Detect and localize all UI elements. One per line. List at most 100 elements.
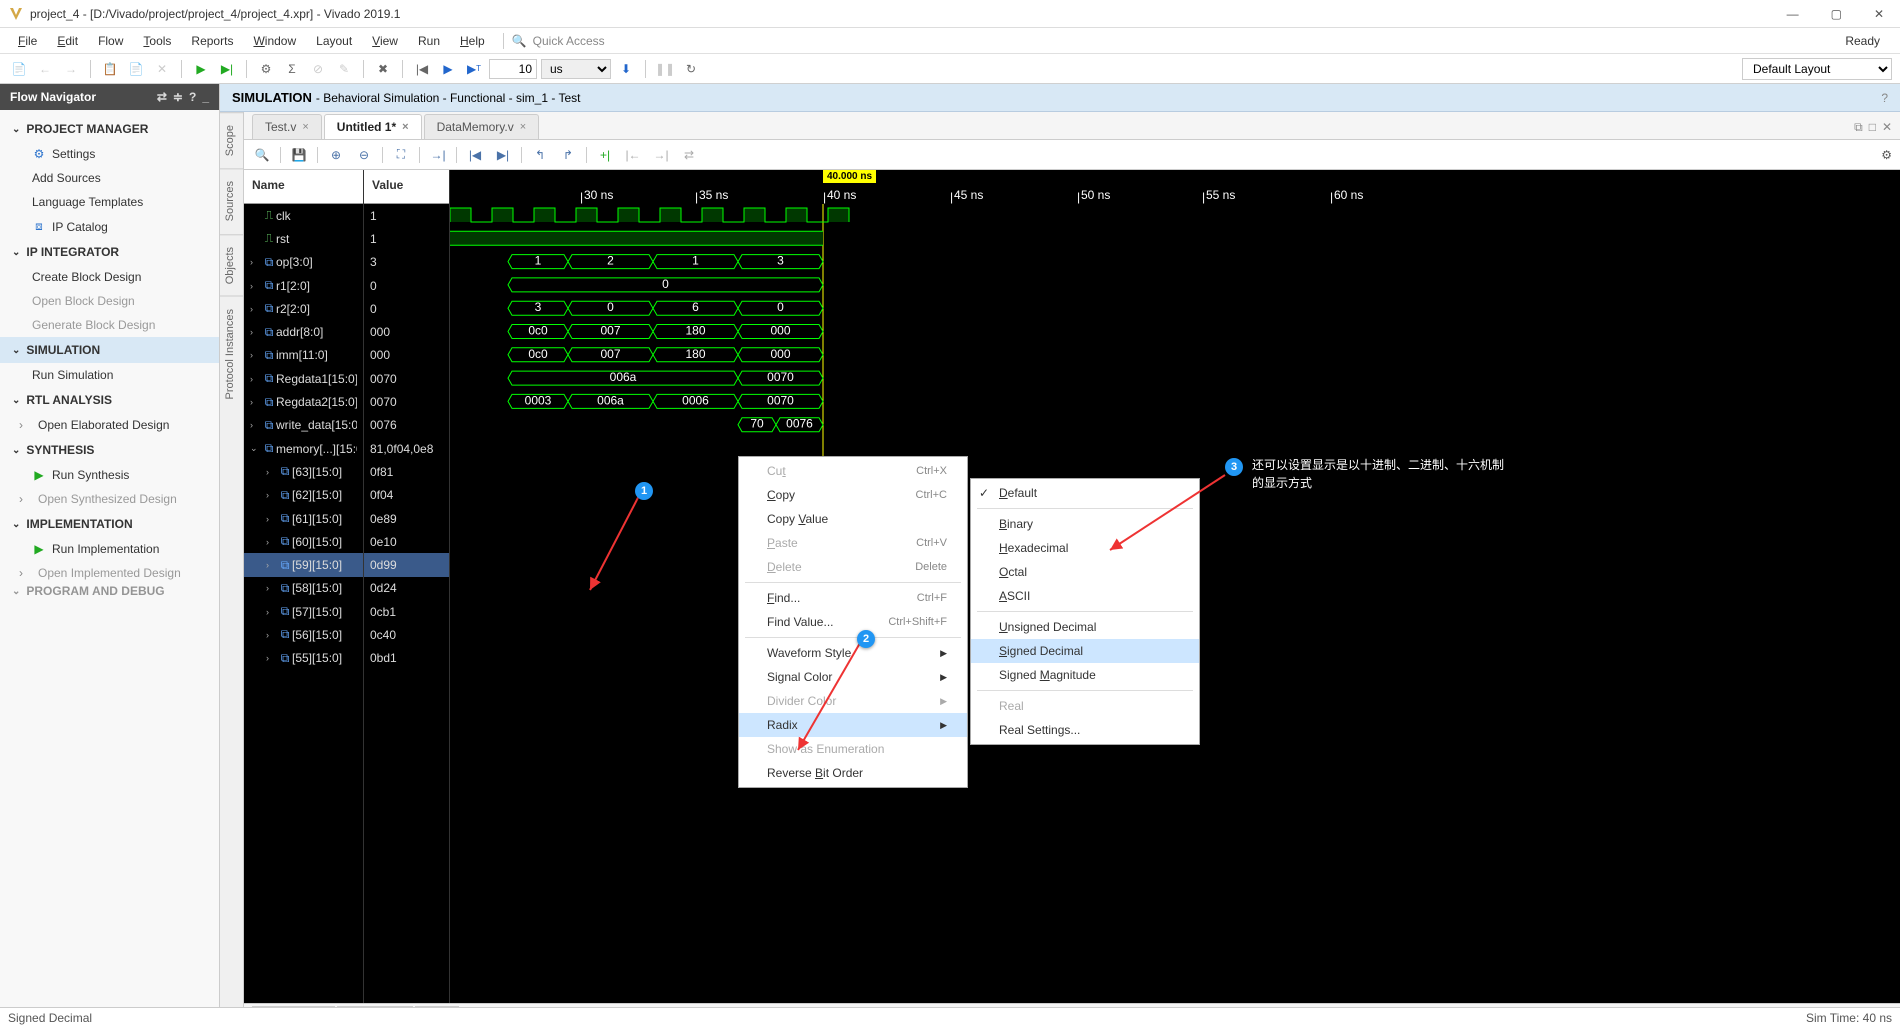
next-edge-icon[interactable]: ↱: [558, 145, 578, 165]
nav-open-implemented-design[interactable]: ›Open Implemented Design: [0, 561, 219, 585]
maximize-icon[interactable]: □: [1869, 120, 1876, 135]
pause-icon[interactable]: ❚❚: [654, 58, 676, 80]
signal-value-row[interactable]: 000: [364, 320, 449, 343]
menu-file[interactable]: File: [8, 30, 47, 52]
maximize-button[interactable]: ▢: [1823, 5, 1850, 23]
side-tab-sources[interactable]: Sources: [220, 168, 243, 233]
menu-flow[interactable]: Flow: [88, 30, 133, 52]
minimize-button[interactable]: —: [1779, 5, 1807, 23]
zoom-in-icon[interactable]: ⊕: [326, 145, 346, 165]
signal-value-row[interactable]: 0d99: [364, 553, 449, 576]
menu-item-real-settings-[interactable]: Real Settings...: [971, 718, 1199, 742]
menu-help[interactable]: Help: [450, 30, 495, 52]
signal-value-row[interactable]: 3: [364, 251, 449, 274]
signal-name-row[interactable]: ›⧉[61][15:0]: [244, 507, 363, 530]
brush-icon[interactable]: ✎: [333, 58, 355, 80]
gear-icon[interactable]: ⚙: [255, 58, 277, 80]
menu-window[interactable]: Window: [243, 30, 306, 52]
nav-open-elaborated-design[interactable]: ›Open Elaborated Design: [0, 413, 219, 437]
file-tab[interactable]: Untitled 1*×: [324, 114, 422, 139]
menu-tools[interactable]: Tools: [133, 30, 181, 52]
signal-value-row[interactable]: 0f81: [364, 460, 449, 483]
signal-name-row[interactable]: ›⧉[60][15:0]: [244, 530, 363, 553]
nav-open-synthesized-design[interactable]: ›Open Synthesized Design: [0, 487, 219, 511]
nav-open-block-design[interactable]: Open Block Design: [0, 289, 219, 313]
zoom-out-icon[interactable]: ⊖: [354, 145, 374, 165]
nav-generate-block-design[interactable]: Generate Block Design: [0, 313, 219, 337]
signal-name-row[interactable]: ›⧉[62][15:0]: [244, 484, 363, 507]
signal-value-row[interactable]: 0d24: [364, 577, 449, 600]
forward-icon[interactable]: →: [60, 58, 82, 80]
close-icon[interactable]: ×: [302, 121, 308, 133]
wave-settings-icon[interactable]: ⚙: [1881, 148, 1892, 162]
back-icon[interactable]: ←: [34, 58, 56, 80]
go-end-icon[interactable]: ▶|: [493, 145, 513, 165]
menu-item-unsigned-decimal[interactable]: Unsigned Decimal: [971, 615, 1199, 639]
nav-run-simulation[interactable]: Run Simulation: [0, 363, 219, 387]
signal-value-row[interactable]: 0f04: [364, 484, 449, 507]
signal-value-row[interactable]: 81,0f04,0e8: [364, 437, 449, 460]
close-icon[interactable]: ×: [520, 121, 526, 133]
signal-value-row[interactable]: 0070: [364, 390, 449, 413]
side-tab-protocol-instances[interactable]: Protocol Instances: [220, 296, 243, 412]
signal-value-row[interactable]: 0e89: [364, 507, 449, 530]
section-program-and-debug[interactable]: ⌄PROGRAM AND DEBUG: [0, 585, 219, 597]
paste-icon[interactable]: 📄: [125, 58, 147, 80]
close-tab-icon[interactable]: ✕: [1882, 120, 1892, 135]
menu-run[interactable]: Run: [408, 30, 450, 52]
signal-name-row[interactable]: ›⧉[55][15:0]: [244, 647, 363, 670]
flownav-collapse-icon[interactable]: ⇄: [157, 90, 167, 104]
goto-cursor-icon[interactable]: →|: [428, 145, 448, 165]
section-implementation[interactable]: ⌄IMPLEMENTATION: [0, 511, 219, 537]
time-unit-select[interactable]: us: [541, 59, 611, 79]
relaunch-icon[interactable]: ↻: [680, 58, 702, 80]
close-button[interactable]: ✕: [1866, 5, 1892, 23]
signal-name-row[interactable]: ⌄⧉memory[...][15:0]: [244, 437, 363, 460]
menu-edit[interactable]: Edit: [47, 30, 88, 52]
close-icon[interactable]: ×: [402, 121, 408, 133]
run-icon[interactable]: ▶: [190, 58, 212, 80]
signal-value-row[interactable]: 0: [364, 274, 449, 297]
signal-value-row[interactable]: 0bd1: [364, 647, 449, 670]
signal-value-row[interactable]: 0cb1: [364, 600, 449, 623]
nav-ip-catalog[interactable]: ⧈IP Catalog: [0, 214, 219, 239]
menu-view[interactable]: View: [362, 30, 408, 52]
nav-language-templates[interactable]: Language Templates: [0, 190, 219, 214]
signal-name-row[interactable]: ›⧉[57][15:0]: [244, 600, 363, 623]
play-time-icon[interactable]: ▶T: [463, 58, 485, 80]
restore-icon[interactable]: ⧉: [1854, 120, 1863, 135]
signal-name-row[interactable]: ⎍clk: [244, 204, 363, 227]
signal-name-row[interactable]: ›⧉r1[2:0]: [244, 274, 363, 297]
nav-run-synthesis[interactable]: ▶Run Synthesis: [0, 463, 219, 487]
swap-icon[interactable]: ⇄: [679, 145, 699, 165]
signal-name-row[interactable]: ›⧉write_data[15:0]: [244, 414, 363, 437]
flownav-min-icon[interactable]: _: [202, 90, 209, 104]
menu-item-copy-value[interactable]: Copy Value: [739, 507, 967, 531]
side-tab-objects[interactable]: Objects: [220, 234, 243, 296]
section-ip-integrator[interactable]: ⌄IP INTEGRATOR: [0, 239, 219, 265]
signal-name-row[interactable]: ›⧉[56][15:0]: [244, 623, 363, 646]
menu-item-ascii[interactable]: ASCII: [971, 584, 1199, 608]
side-tab-scope[interactable]: Scope: [220, 112, 243, 168]
signal-name-row[interactable]: ›⧉Regdata2[15:0]: [244, 390, 363, 413]
search-icon[interactable]: 🔍: [252, 145, 272, 165]
signal-value-row[interactable]: 0070: [364, 367, 449, 390]
section-project-manager[interactable]: ⌄PROJECT MANAGER: [0, 116, 219, 142]
step-icon[interactable]: ⬇: [615, 58, 637, 80]
play-icon[interactable]: ▶: [437, 58, 459, 80]
file-tab[interactable]: Test.v×: [252, 114, 322, 139]
nav-add-sources[interactable]: Add Sources: [0, 166, 219, 190]
quick-access[interactable]: 🔍 Quick Access: [512, 34, 605, 48]
prev-edge-icon[interactable]: ↰: [530, 145, 550, 165]
menu-item-reverse-bit-order[interactable]: Reverse Bit Order: [739, 761, 967, 785]
nav-settings[interactable]: ⚙Settings: [0, 142, 219, 166]
menu-reports[interactable]: Reports: [181, 30, 243, 52]
nav-create-block-design[interactable]: Create Block Design: [0, 265, 219, 289]
prev-marker-icon[interactable]: |←: [623, 145, 643, 165]
sigma-icon[interactable]: Σ: [281, 58, 303, 80]
cancel-icon[interactable]: ⊘: [307, 58, 329, 80]
signal-name-row[interactable]: ›⧉[59][15:0]: [244, 553, 363, 576]
next-marker-icon[interactable]: →|: [651, 145, 671, 165]
signal-name-row[interactable]: ›⧉addr[8:0]: [244, 320, 363, 343]
menu-item-find-[interactable]: Find...Ctrl+F: [739, 586, 967, 610]
